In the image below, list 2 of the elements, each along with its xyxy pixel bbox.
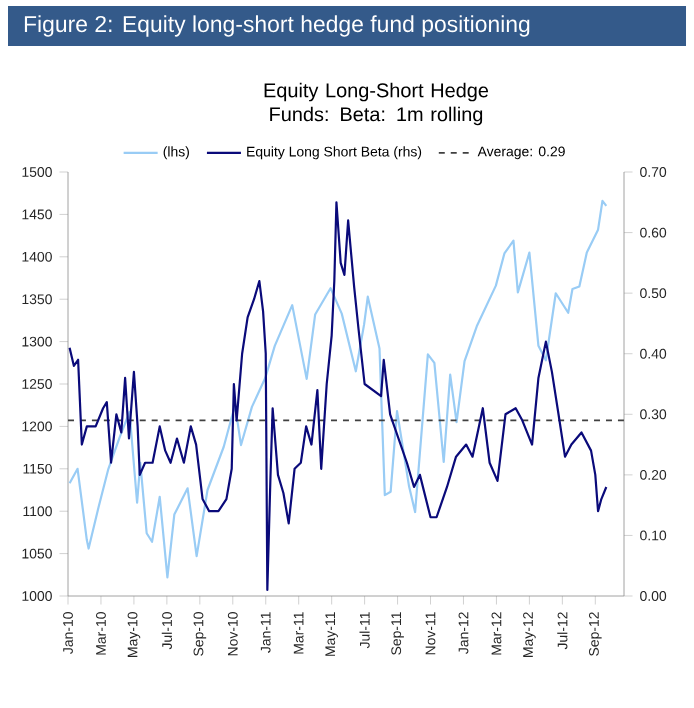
chart-subtitle: Equity Long-Short Hedge Funds: Beta: 1m rolling — [264, 82, 489, 126]
chart-title: Figure 2: Equity long-short hedge fund positioning — [24, 15, 530, 37]
